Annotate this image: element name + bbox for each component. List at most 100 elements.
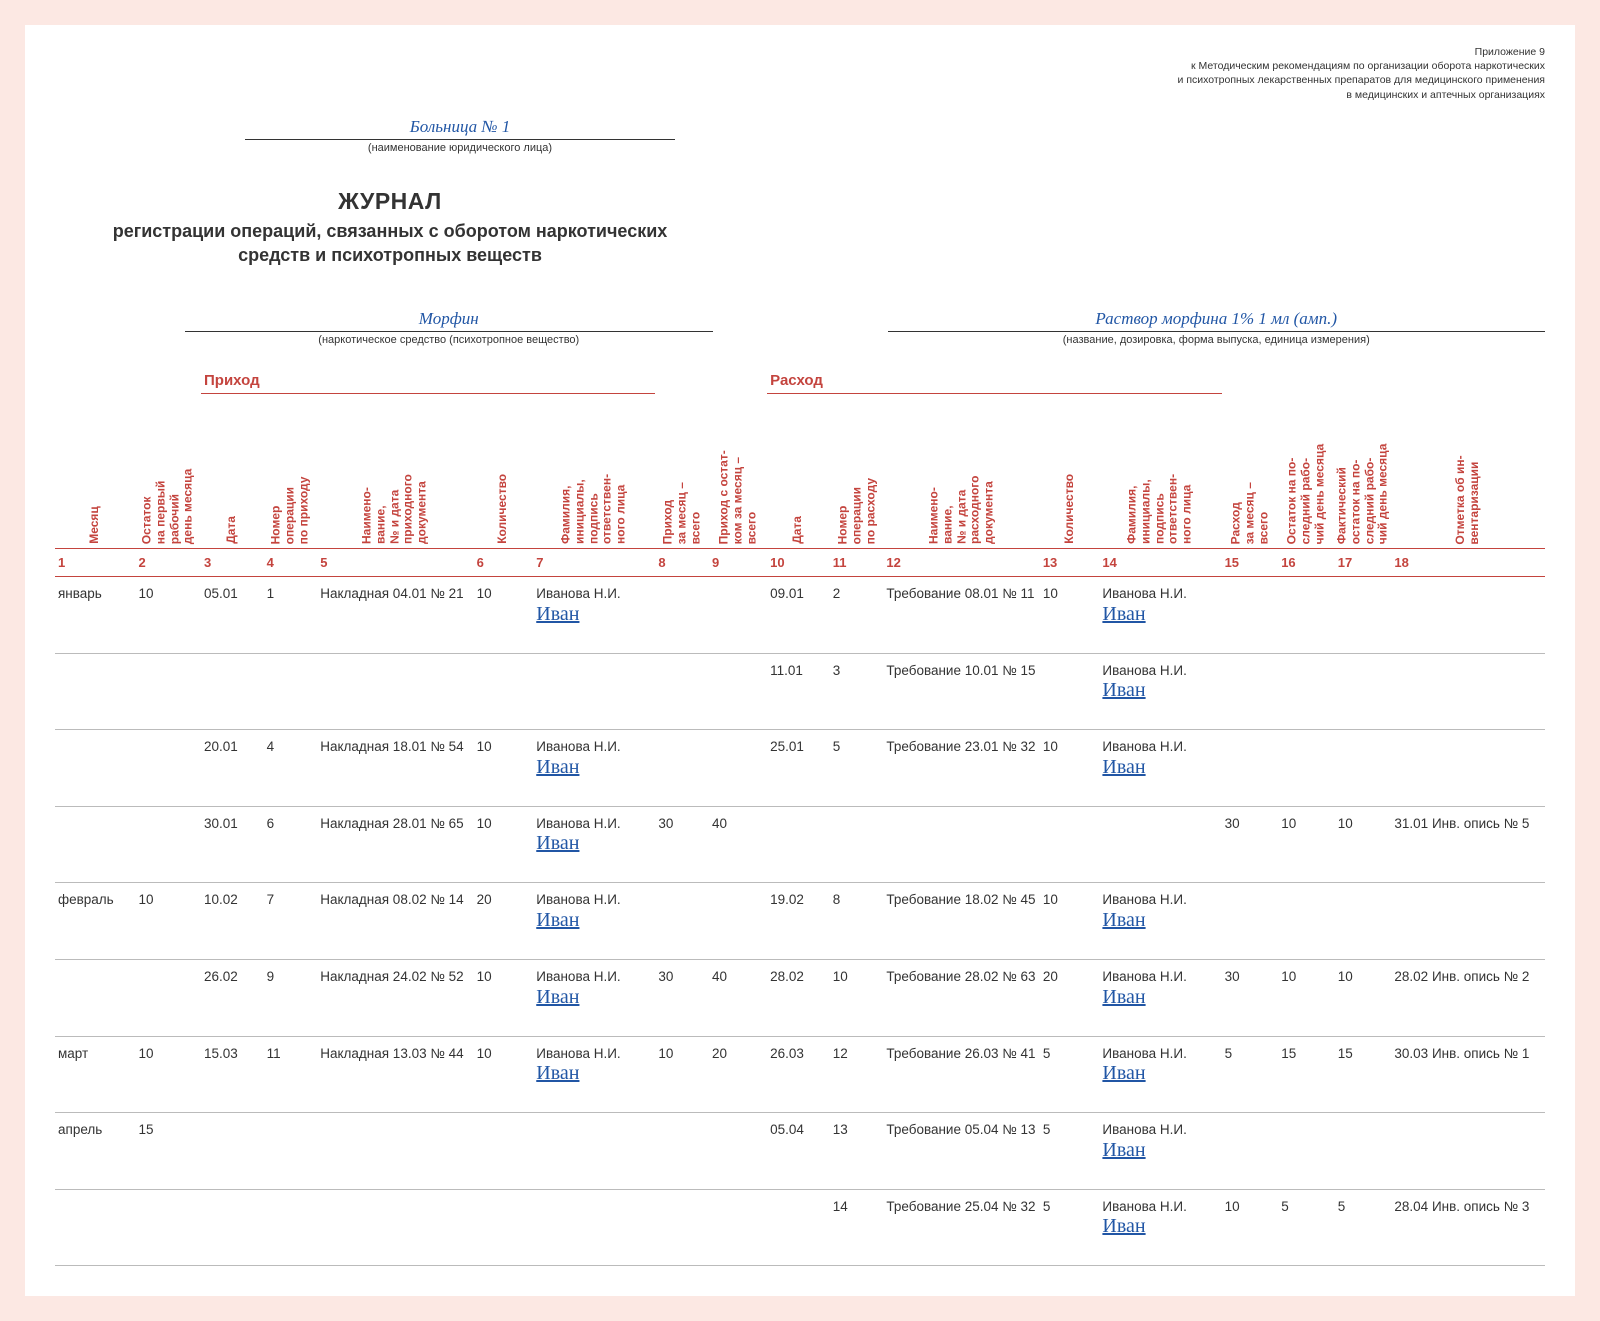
cell	[1222, 577, 1279, 654]
cell: Иванова Н.И.Иван	[1099, 653, 1221, 730]
cell	[830, 806, 884, 883]
cell	[655, 577, 709, 654]
cell: Иванова Н.И.Иван	[1099, 577, 1221, 654]
cell	[883, 806, 1039, 883]
cell	[1278, 1113, 1335, 1190]
appendix-line: к Методическим рекомендациям по организа…	[55, 59, 1545, 73]
cell	[201, 1113, 264, 1190]
cell: 30	[1222, 806, 1279, 883]
cell	[317, 1189, 473, 1266]
cell	[135, 653, 201, 730]
signature: Иван	[1102, 907, 1218, 933]
cell: Требование 18.02 № 45	[883, 883, 1039, 960]
cell	[1335, 577, 1392, 654]
cell: 26.03	[767, 1036, 830, 1113]
cell	[655, 653, 709, 730]
signature: Иван	[1102, 1137, 1218, 1163]
appendix-line: Приложение 9	[55, 45, 1545, 59]
cell	[533, 1189, 655, 1266]
column-header: Фактический остаток на по- следний рабо-…	[1335, 394, 1392, 549]
cell: Иванова Н.И.Иван	[533, 730, 655, 807]
column-header: Фамилия, инициалы, подпись ответствен- н…	[1099, 394, 1221, 549]
cell	[709, 1113, 767, 1190]
cell: 30	[1222, 960, 1279, 1037]
column-header: Количество	[1040, 394, 1100, 549]
column-header: Наимено- вание, № и дата расходного доку…	[883, 394, 1039, 549]
column-header: Приход с остат- ком за месяц – всего	[709, 394, 767, 549]
substance-caption: (наркотическое средство (психотропное ве…	[185, 334, 713, 346]
cell: 11.01	[767, 653, 830, 730]
cell	[135, 960, 201, 1037]
signature: Иван	[536, 830, 652, 856]
cell: Иванова Н.И.Иван	[1099, 960, 1221, 1037]
cell	[55, 806, 135, 883]
cell	[55, 1189, 135, 1266]
column-number: 12	[883, 549, 1039, 577]
journal-table: Приход Расход МесяцОстаток на первый раб…	[55, 368, 1545, 1266]
cell	[474, 1113, 534, 1190]
cell: 15	[1335, 1036, 1392, 1113]
cell: Требование 23.01 № 32	[883, 730, 1039, 807]
cell: Накладная 13.03 № 44	[317, 1036, 473, 1113]
cell: 30	[655, 960, 709, 1037]
cell	[655, 883, 709, 960]
cell: 28.04 Инв. опись № 3	[1391, 1189, 1545, 1266]
cell: 20	[474, 883, 534, 960]
cell: 28.02	[767, 960, 830, 1037]
cell: 28.02 Инв. опись № 2	[1391, 960, 1545, 1037]
column-number: 9	[709, 549, 767, 577]
cell: 10	[655, 1036, 709, 1113]
cell: 20.01	[201, 730, 264, 807]
cell	[709, 730, 767, 807]
cell	[1391, 730, 1545, 807]
cell: 31.01 Инв. опись № 5	[1391, 806, 1545, 883]
cell: 10.02	[201, 883, 264, 960]
cell	[1335, 730, 1392, 807]
cell	[1040, 806, 1100, 883]
cell: Иванова Н.И.Иван	[533, 960, 655, 1037]
title-big: ЖУРНАЛ	[110, 188, 670, 215]
cell: 10	[474, 1036, 534, 1113]
cell: 10	[474, 577, 534, 654]
cell: 10	[135, 1036, 201, 1113]
signature: Иван	[536, 984, 652, 1010]
cell: 05.01	[201, 577, 264, 654]
cell: 13	[830, 1113, 884, 1190]
cell	[55, 960, 135, 1037]
cell	[533, 1113, 655, 1190]
cell: Накладная 04.01 № 21	[317, 577, 473, 654]
group-expense: Расход	[767, 368, 1221, 394]
substance-name: Морфин	[185, 309, 713, 332]
column-header: Остаток на первый рабочий день месяца	[135, 394, 201, 549]
cell: 20	[709, 1036, 767, 1113]
cell: 05.04	[767, 1113, 830, 1190]
cell: 2	[830, 577, 884, 654]
column-header: Дата	[201, 394, 264, 549]
cell: 10	[1335, 960, 1392, 1037]
column-number: 2	[135, 549, 201, 577]
cell: январь	[55, 577, 135, 654]
cell	[709, 883, 767, 960]
page-container: Приложение 9 к Методическим рекомендация…	[25, 25, 1575, 1296]
cell	[317, 653, 473, 730]
table-body: январь1005.011Накладная 04.01 № 2110Иван…	[55, 577, 1545, 1266]
cell	[1335, 883, 1392, 960]
appendix-line: в медицинских и аптечных организациях	[55, 88, 1545, 102]
cell: 15.03	[201, 1036, 264, 1113]
column-header: Остаток на по- следний рабо- чий день ме…	[1278, 394, 1335, 549]
cell: Иванова Н.И.Иван	[1099, 1189, 1221, 1266]
column-header: Расход за месяц – всего	[1222, 394, 1279, 549]
column-header: Номер операции по приходу	[264, 394, 318, 549]
cell: 3	[830, 653, 884, 730]
cell: 15	[1278, 1036, 1335, 1113]
cell: 4	[264, 730, 318, 807]
form-caption: (название, дозировка, форма выпуска, еди…	[888, 334, 1546, 346]
table-row: март1015.0311Накладная 13.03 № 4410Ивано…	[55, 1036, 1545, 1113]
signature: Иван	[536, 601, 652, 627]
column-header: Количество	[474, 394, 534, 549]
cell: 8	[830, 883, 884, 960]
cell: 10	[830, 960, 884, 1037]
table-row: 26.029Накладная 24.02 № 5210Иванова Н.И.…	[55, 960, 1545, 1037]
cell: 10	[474, 960, 534, 1037]
cell: Иванова Н.И.Иван	[533, 883, 655, 960]
